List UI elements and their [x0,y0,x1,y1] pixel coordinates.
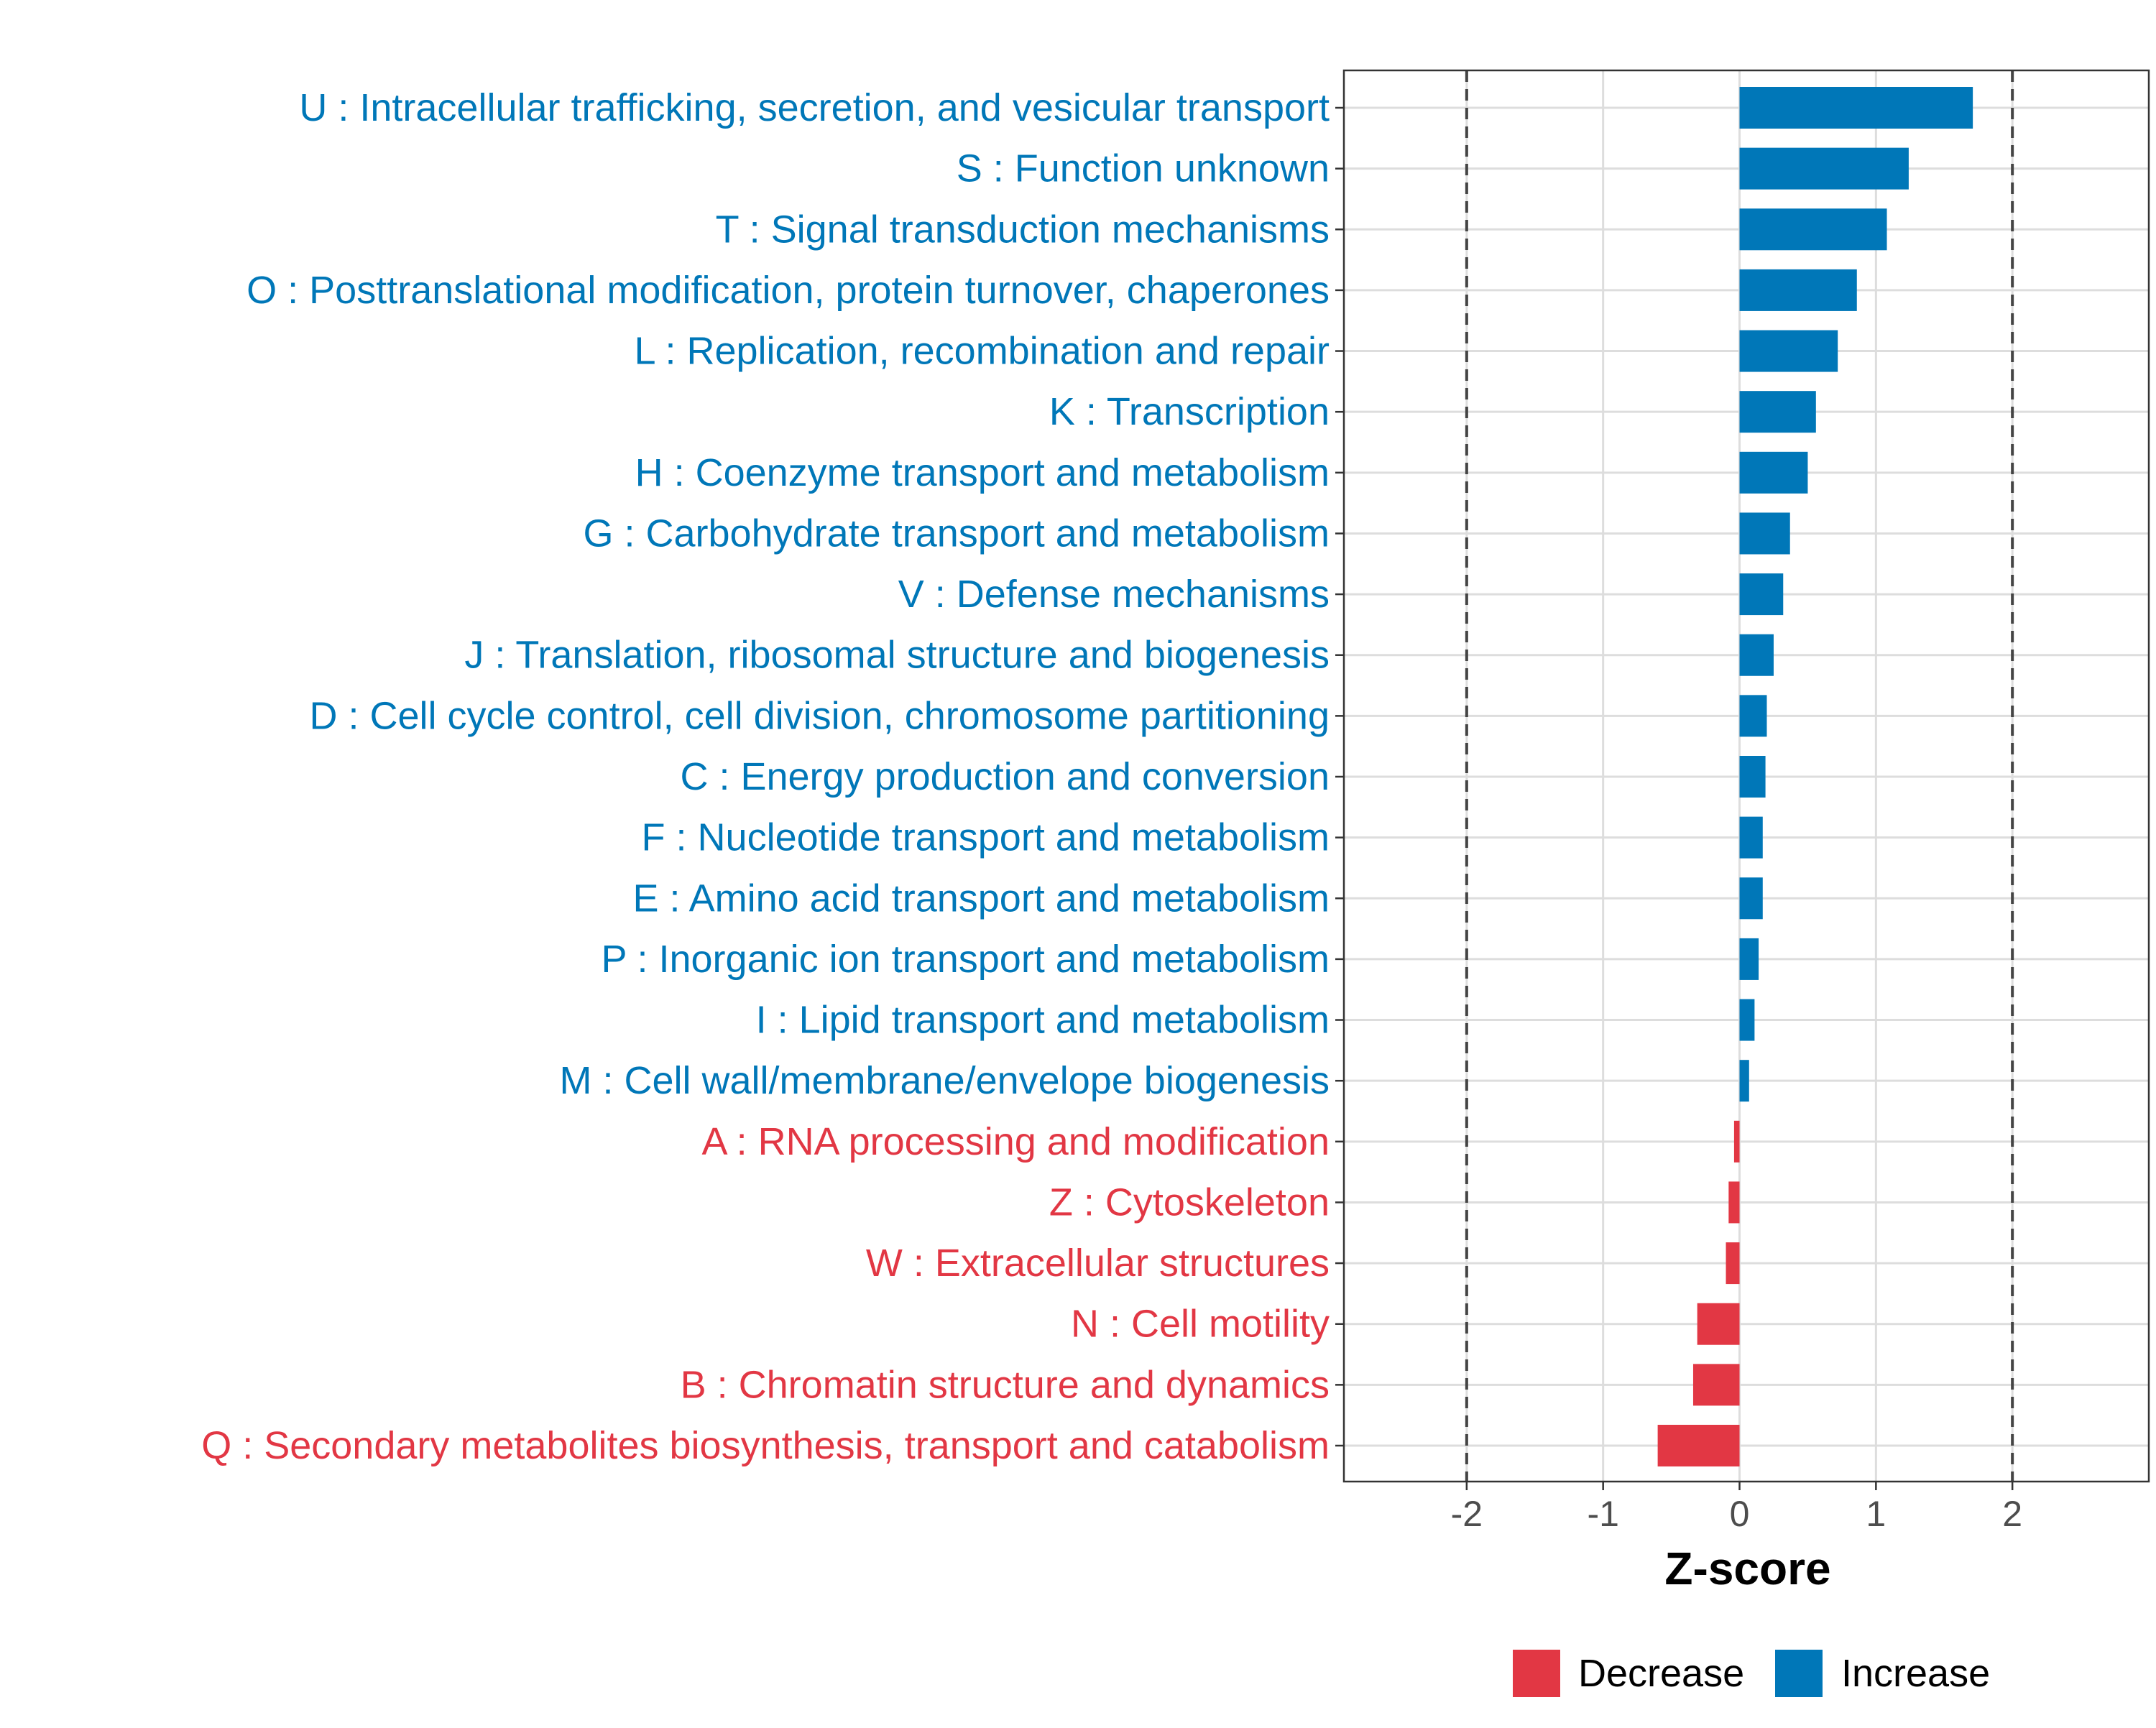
legend: Decrease Increase [1513,1650,1990,1697]
category-label: B : Chromatin structure and dynamics [681,1363,1330,1406]
category-label: A : RNA processing and modification [702,1120,1330,1163]
category-label: W : Extracellular structures [866,1242,1330,1285]
category-label: E : Amino acid transport and metabolism [633,877,1330,920]
category-label: N : Cell motility [1071,1303,1330,1346]
category-label: G : Carbohydrate transport and metabolis… [584,512,1330,555]
category-label: U : Intracellular trafficking, secretion… [299,86,1330,129]
bar [1739,512,1790,555]
category-label: F : Nucleotide transport and metabolism [642,816,1330,859]
category-label: S : Function unknown [957,147,1330,190]
category-label: C : Energy production and conversion [680,755,1330,798]
category-label: J : Translation, ribosomal structure and… [464,634,1330,677]
bar [1728,1181,1740,1224]
bar [1739,877,1763,920]
bar [1739,330,1838,372]
category-label: I : Lipid transport and metabolism [756,999,1330,1042]
category-label: V : Defense mechanisms [898,573,1330,616]
category-label: L : Replication, recombination and repai… [634,330,1330,373]
bar [1739,147,1909,190]
bar [1739,634,1774,676]
bar [1697,1303,1740,1345]
bar [1739,999,1755,1041]
category-label: Z : Cytoskeleton [1049,1181,1330,1224]
bar-layer [1657,87,1973,1466]
x-axis: -2 -1 0 1 2 [1451,1482,2022,1534]
category-label: P : Inorganic ion transport and metaboli… [601,938,1330,981]
category-label: Q : Secondary metabolites biosynthesis, … [201,1424,1330,1467]
bar [1739,695,1767,737]
bar [1739,1060,1749,1102]
bar [1692,1364,1740,1406]
bar [1739,756,1766,798]
category-label: K : Transcription [1049,390,1330,433]
category-label: H : Coenzyme transport and metabolism [635,451,1330,494]
x-tick-label: 2 [2002,1494,2022,1534]
legend-label-decrease: Decrease [1578,1652,1744,1695]
legend-swatch-increase [1775,1650,1823,1697]
legend-swatch-decrease [1513,1650,1560,1697]
reference-lines [1465,70,2014,1482]
bar [1739,269,1857,311]
bar [1739,208,1887,251]
bar [1739,816,1763,859]
category-label: M : Cell wall/membrane/envelope biogenes… [559,1059,1330,1102]
category-label: O : Posttranslational modification, prot… [247,269,1330,312]
legend-label-increase: Increase [1841,1652,1990,1695]
category-label: T : Signal transduction mechanisms [716,208,1330,251]
x-tick-label: -2 [1451,1494,1483,1534]
bar [1657,1425,1740,1466]
category-axis: U : Intracellular trafficking, secretion… [201,86,1344,1467]
category-label: D : Cell cycle control, cell division, c… [309,694,1330,737]
x-tick-label: 0 [1730,1494,1750,1534]
x-axis-title: Z-score [1664,1543,1830,1594]
bar [1739,451,1808,494]
bar [1739,938,1759,980]
bar [1739,87,1973,129]
x-tick-label: -1 [1587,1494,1618,1534]
bar [1739,573,1784,616]
bar [1733,1120,1740,1163]
x-tick-label: 1 [1866,1494,1886,1534]
bar [1726,1242,1740,1285]
bar [1739,391,1816,433]
